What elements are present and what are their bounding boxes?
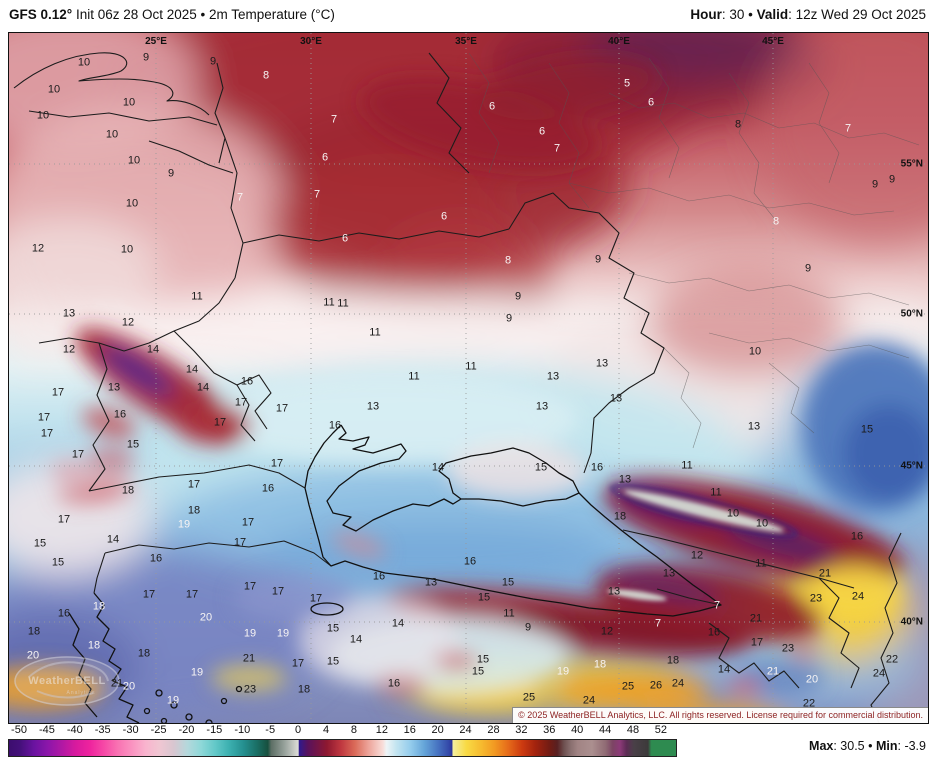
colorbar-tick: 4: [322, 724, 330, 736]
coastlines: [68, 424, 722, 723]
regional-borders: [468, 52, 920, 449]
colorbar-tick: -20: [178, 724, 195, 736]
temperature-field-svg: WeatherBELL Analytics: [9, 33, 928, 723]
colorbar-tick: 8: [350, 724, 357, 736]
colorbar-tick: -5: [265, 724, 276, 736]
colorbar-tick: 20: [431, 724, 444, 736]
colorbar-tick: 12: [375, 724, 388, 736]
colorbar-tick: 28: [487, 724, 500, 736]
colorbar-tick: 40: [571, 724, 584, 736]
colorbar-tick: -35: [94, 724, 111, 736]
model-name: GFS 0.12°: [9, 7, 73, 22]
max-min-stats: Max: 30.5 • Min: -3.9: [809, 739, 926, 753]
colorbar-tick: 32: [515, 724, 528, 736]
colorbar-tick: 24: [459, 724, 472, 736]
colorbar-tick: -45: [38, 724, 55, 736]
colorbar-tick: -30: [122, 724, 139, 736]
colorbar-tick-labels: -50 -45 -40 -35 -30 -25 -20 -15 -10 -5 0 4 8 12 16 20 24…: [8, 724, 675, 737]
colorbar-tick: 36: [543, 724, 556, 736]
latlon-grid: [9, 33, 928, 723]
colorbar-tick: -50: [11, 724, 27, 736]
colorbar-tick: -40: [66, 724, 83, 736]
weatherbell-logo-watermark: WeatherBELL Analytics: [14, 656, 120, 706]
colorbar-tick: -15: [206, 724, 223, 736]
copyright-notice: © 2025 WeatherBELL Analytics, LLC. All r…: [512, 707, 928, 723]
title-rest: Init 06z 28 Oct 2025 • 2m Temperature (°…: [72, 7, 335, 22]
mountain-glacier-ridges: [607, 483, 799, 601]
temperature-colorbar: [8, 739, 677, 757]
watermark-tagline: Analytics: [66, 690, 95, 696]
watermark-text: WeatherBELL: [28, 675, 105, 687]
colorbar-tick: 52: [654, 724, 668, 736]
colorbar-tick: 0: [295, 724, 302, 736]
colorbar-tick: 44: [598, 724, 612, 736]
colorbar-tick: 16: [403, 724, 416, 736]
map-title: GFS 0.12° Init 06z 28 Oct 2025 • 2m Temp…: [9, 7, 335, 22]
colorbar-tick: -25: [150, 724, 167, 736]
colorbar-tick: 48: [626, 724, 640, 736]
colorbar-tick: -10: [234, 724, 251, 736]
country-borders: [13, 52, 902, 723]
forecast-valid-time: Hour: 30 • Valid: 12z Wed 29 Oct 2025: [690, 7, 926, 22]
weather-map: WeatherBELL Analytics 25°E 30°E 35°E 40°E 45…: [8, 32, 929, 724]
